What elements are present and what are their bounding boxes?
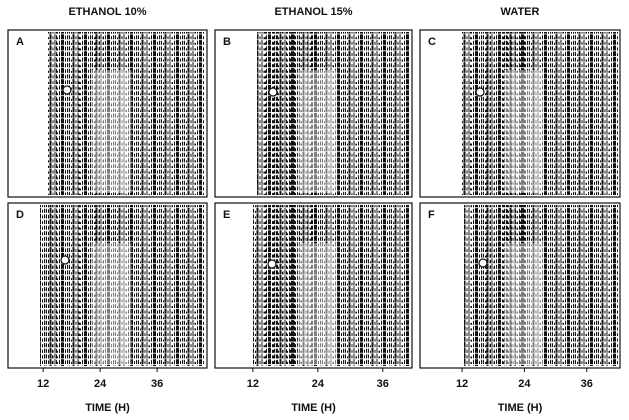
x-axis-label: TIME (H) [85, 402, 130, 414]
x-tick-label: 36 [377, 378, 389, 390]
activity-extra [48, 205, 107, 366]
onset-step [48, 92, 54, 195]
marker [60, 255, 70, 265]
activity-extra [470, 32, 526, 195]
activity-extra [261, 205, 317, 366]
x-tick-label: 36 [151, 378, 163, 390]
rest-gap [297, 70, 338, 193]
activity-extra [472, 205, 527, 366]
x-tick-label: 12 [247, 378, 259, 390]
panel-letter: C [428, 36, 436, 48]
rest-gap [504, 70, 544, 193]
x-tick-label: 24 [312, 378, 325, 390]
panel-frame [214, 29, 413, 198]
panel-frame [419, 202, 621, 369]
marker [478, 258, 488, 268]
x-tick-label: 24 [94, 378, 107, 390]
panel-title: ETHANOL 15% [274, 6, 352, 18]
onset-step [40, 265, 46, 366]
panel-letter: B [223, 36, 231, 48]
onset-step [253, 265, 259, 366]
x-axis-label: TIME (H) [291, 402, 336, 414]
rest-gap [91, 70, 132, 193]
marker [268, 87, 278, 97]
rest-gap [91, 243, 132, 364]
onset-step [464, 265, 470, 366]
panel-frame [7, 202, 208, 369]
panel-frame [419, 29, 621, 198]
x-tick-label: 12 [37, 378, 49, 390]
panel-title: WATER [501, 6, 540, 18]
panel-title: ETHANOL 10% [68, 6, 146, 18]
x-tick-label: 36 [581, 378, 593, 390]
marker [62, 85, 72, 95]
marker [475, 87, 485, 97]
rest-gap [297, 243, 338, 364]
panel-letter: E [223, 209, 230, 221]
x-tick-label: 24 [518, 378, 531, 390]
onset-step [257, 92, 263, 195]
activity-extra [265, 32, 320, 195]
onset-step [462, 92, 468, 195]
marker [267, 259, 277, 269]
panel-frame [214, 202, 413, 369]
x-axis-label: TIME (H) [498, 402, 543, 414]
panel-letter: F [428, 209, 435, 221]
panel-frame [7, 29, 208, 198]
rest-gap [504, 243, 544, 364]
panel-letter: D [16, 209, 24, 221]
panel-letter: A [16, 36, 24, 48]
x-tick-label: 12 [456, 378, 468, 390]
activity-extra [56, 32, 112, 195]
